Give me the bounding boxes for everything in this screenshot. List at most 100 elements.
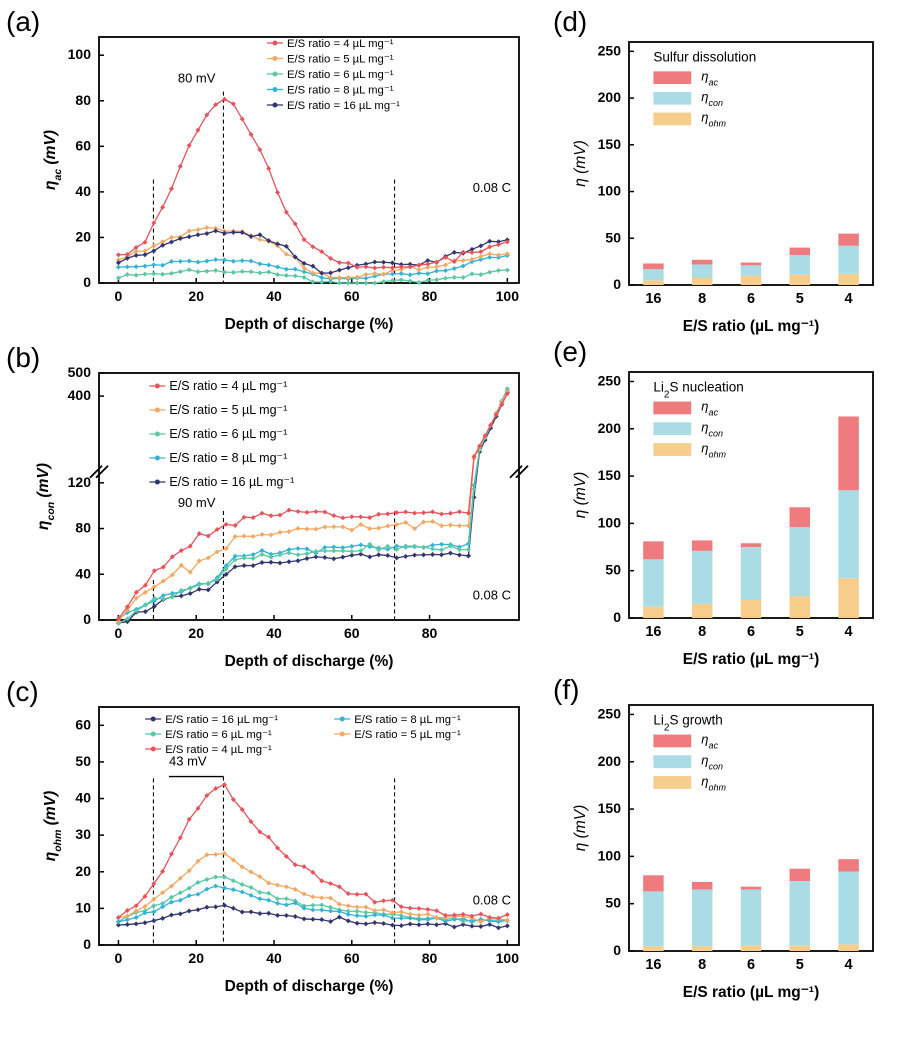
svg-text:40: 40	[266, 950, 282, 966]
svg-text:(e): (e)	[553, 336, 587, 367]
svg-text:100: 100	[496, 288, 520, 304]
svg-text:60: 60	[75, 137, 91, 153]
svg-text:80: 80	[422, 950, 438, 966]
svg-text:8: 8	[698, 624, 706, 640]
svg-text:40: 40	[75, 183, 91, 199]
svg-text:0.08 C: 0.08 C	[473, 587, 511, 602]
svg-text:60: 60	[344, 950, 360, 966]
svg-text:5: 5	[796, 291, 804, 307]
svg-text:60: 60	[75, 716, 91, 732]
svg-text:E/S ratio = 6 µL mg⁻¹: E/S ratio = 6 µL mg⁻¹	[287, 69, 394, 81]
svg-text:50: 50	[75, 753, 91, 769]
svg-text:20: 20	[188, 288, 204, 304]
svg-text:E/S ratio = 8 µL mg⁻¹: E/S ratio = 8 µL mg⁻¹	[287, 85, 394, 97]
svg-text:250: 250	[598, 372, 622, 388]
svg-text:0: 0	[613, 609, 621, 625]
svg-text:E/S ratio = 16 µL mg⁻¹: E/S ratio = 16 µL mg⁻¹	[165, 714, 278, 726]
svg-text:0: 0	[613, 942, 621, 958]
svg-text:6: 6	[747, 291, 755, 307]
svg-text:200: 200	[598, 89, 622, 105]
svg-text:E/S ratio = 6 µL mg⁻¹: E/S ratio = 6 µL mg⁻¹	[165, 729, 272, 741]
svg-text:30: 30	[75, 826, 91, 842]
svg-text:8: 8	[698, 291, 706, 307]
svg-text:E/S ratio (µL mg⁻¹): E/S ratio (µL mg⁻¹)	[683, 984, 820, 1001]
svg-text:η (mV): η (mV)	[572, 140, 589, 187]
svg-text:50: 50	[605, 562, 621, 578]
svg-text:40: 40	[266, 288, 282, 304]
svg-text:η (mV): η (mV)	[572, 805, 589, 852]
svg-text:0: 0	[115, 625, 123, 641]
svg-text:0: 0	[115, 288, 123, 304]
svg-text:40: 40	[75, 790, 91, 806]
svg-text:4: 4	[845, 291, 853, 307]
svg-text:(b): (b)	[6, 342, 40, 373]
svg-text:100: 100	[598, 514, 622, 530]
svg-text:6: 6	[747, 957, 755, 973]
svg-text:80: 80	[75, 92, 91, 108]
svg-text:200: 200	[598, 753, 622, 769]
svg-text:0.08 C: 0.08 C	[473, 893, 511, 908]
svg-text:Depth of discharge (%): Depth of discharge (%)	[225, 978, 394, 995]
svg-text:80 mV: 80 mV	[178, 71, 216, 86]
svg-text:E/S ratio = 5 µL mg⁻¹: E/S ratio = 5 µL mg⁻¹	[169, 403, 287, 417]
svg-text:(a): (a)	[6, 6, 40, 37]
svg-text:E/S ratio = 8 µL mg⁻¹: E/S ratio = 8 µL mg⁻¹	[169, 451, 287, 465]
svg-text:150: 150	[598, 467, 622, 483]
svg-text:80: 80	[75, 520, 91, 536]
svg-text:(c): (c)	[6, 676, 39, 707]
svg-text:10: 10	[75, 899, 91, 915]
svg-text:E/S ratio = 4 µL mg⁻¹: E/S ratio = 4 µL mg⁻¹	[165, 744, 272, 756]
svg-text:E/S ratio = 5 µL mg⁻¹: E/S ratio = 5 µL mg⁻¹	[287, 54, 394, 66]
svg-text:(f): (f)	[553, 674, 579, 705]
svg-text:0: 0	[83, 936, 91, 952]
svg-text:80: 80	[422, 288, 438, 304]
svg-text:40: 40	[266, 625, 282, 641]
svg-text:100: 100	[598, 847, 622, 863]
svg-text:0.08 C: 0.08 C	[473, 180, 511, 195]
svg-text:4: 4	[845, 957, 853, 973]
svg-text:0: 0	[83, 611, 91, 627]
svg-text:E/S ratio = 16 µL mg⁻¹: E/S ratio = 16 µL mg⁻¹	[287, 100, 400, 112]
svg-text:0: 0	[613, 276, 621, 292]
svg-text:150: 150	[598, 136, 622, 152]
svg-text:50: 50	[605, 895, 621, 911]
svg-text:20: 20	[188, 950, 204, 966]
svg-text:80: 80	[422, 625, 438, 641]
svg-text:E/S ratio = 4 µL mg⁻¹: E/S ratio = 4 µL mg⁻¹	[287, 38, 394, 50]
svg-text:6: 6	[747, 624, 755, 640]
svg-text:16: 16	[645, 291, 661, 307]
svg-text:E/S ratio = 4 µL mg⁻¹: E/S ratio = 4 µL mg⁻¹	[169, 379, 287, 393]
svg-text:Depth of discharge (%): Depth of discharge (%)	[225, 653, 394, 670]
svg-text:60: 60	[344, 288, 360, 304]
svg-text:100: 100	[598, 183, 622, 199]
svg-text:Sulfur dissolution: Sulfur dissolution	[653, 49, 756, 64]
svg-text:20: 20	[75, 863, 91, 879]
svg-text:100: 100	[496, 950, 520, 966]
svg-text:200: 200	[598, 420, 622, 436]
svg-text:5: 5	[796, 624, 804, 640]
svg-text:50: 50	[605, 229, 621, 245]
svg-text:250: 250	[598, 42, 622, 58]
svg-text:E/S ratio = 8 µL mg⁻¹: E/S ratio = 8 µL mg⁻¹	[354, 714, 461, 726]
svg-text:100: 100	[68, 46, 92, 62]
svg-text:E/S ratio = 6 µL mg⁻¹: E/S ratio = 6 µL mg⁻¹	[169, 427, 287, 441]
svg-text:16: 16	[645, 957, 661, 973]
svg-text:16: 16	[645, 624, 661, 640]
svg-text:E/S ratio (µL mg⁻¹): E/S ratio (µL mg⁻¹)	[683, 318, 820, 335]
svg-text:40: 40	[75, 565, 91, 581]
svg-text:90 mV: 90 mV	[178, 495, 216, 510]
svg-text:150: 150	[598, 800, 622, 816]
svg-text:5: 5	[796, 957, 804, 973]
svg-text:0: 0	[115, 950, 123, 966]
svg-text:60: 60	[344, 625, 360, 641]
svg-text:Depth of discharge (%): Depth of discharge (%)	[225, 316, 394, 333]
svg-text:500: 500	[68, 364, 92, 380]
svg-text:E/S ratio = 16 µL mg⁻¹: E/S ratio = 16 µL mg⁻¹	[169, 475, 294, 489]
svg-text:20: 20	[75, 228, 91, 244]
svg-text:400: 400	[68, 387, 92, 403]
svg-text:η (mV): η (mV)	[572, 472, 589, 519]
svg-text:(d): (d)	[553, 6, 587, 37]
svg-text:E/S ratio (µL mg⁻¹): E/S ratio (µL mg⁻¹)	[683, 651, 820, 668]
svg-text:4: 4	[845, 624, 853, 640]
svg-text:120: 120	[68, 474, 92, 490]
